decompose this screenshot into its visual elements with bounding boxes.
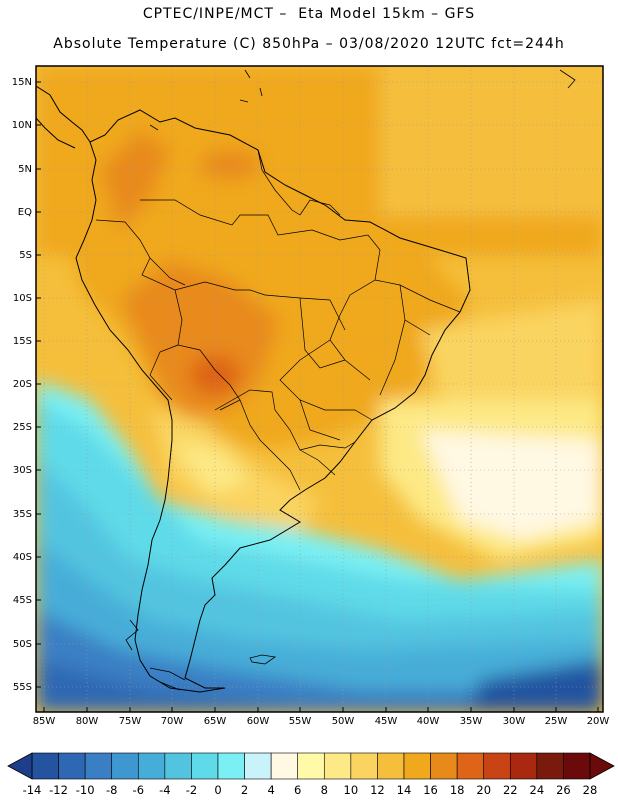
colorbar-cell: [244, 752, 272, 780]
colorbar-tick-label: 22: [502, 783, 518, 797]
lon-label: 65W: [203, 716, 227, 727]
colorbar-tick-label: 0: [214, 783, 222, 797]
colorbar-cell: [31, 752, 59, 780]
lon-label: 35W: [459, 716, 483, 727]
temperature-field: [36, 66, 603, 712]
colorbar-tick-label: 12: [370, 783, 385, 797]
lat-label: 10N: [11, 120, 32, 131]
colorbar-tick-label: 26: [556, 783, 571, 797]
colorbar-tick-label: 4: [267, 783, 275, 797]
colorbar-low-arrow: [7, 752, 33, 780]
lon-label: 55W: [288, 716, 312, 727]
colorbar-cell: [350, 752, 378, 780]
colorbar-tick-label: 2: [240, 783, 249, 797]
colorbar-cell: [84, 752, 113, 780]
lat-label: 30S: [12, 465, 32, 476]
colorbar-cell: [536, 752, 564, 780]
falkland-islands: [249, 654, 277, 665]
colorbar-cell: [58, 752, 86, 780]
colorbar-cell: [483, 752, 511, 780]
colorbar-tick-label: 20: [476, 783, 492, 797]
lat-label: 20S: [12, 379, 32, 390]
colorbar-high-arrow: [589, 752, 615, 780]
lat-label: 35S: [12, 509, 32, 520]
lon-label: 60W: [246, 716, 270, 727]
southern-islands: [125, 619, 186, 691]
lat-label: 40S: [12, 552, 32, 563]
colorbar-cell: [217, 752, 245, 780]
colorbar-cell: [270, 752, 299, 780]
colorbar-tick-label: -4: [159, 783, 171, 797]
colorbar-tick-label: 6: [294, 783, 302, 797]
lon-label: 45W: [374, 716, 398, 727]
lon-label: 20W: [586, 716, 610, 727]
colorbar-cell: [377, 752, 405, 780]
colorbar-cell: [111, 752, 139, 780]
lat-label: 5N: [18, 164, 32, 175]
lon-label: 70W: [160, 716, 184, 727]
colorbar-tick-label: 24: [529, 783, 545, 797]
colorbar-cell: [297, 752, 325, 780]
colorbar-tick-label: 28: [582, 783, 598, 797]
colorbar-cell: [323, 752, 352, 780]
south-america-coastline: [75, 109, 471, 693]
title-line-1: CPTEC/INPE/MCT – Eta Model 15km – GFS: [142, 6, 476, 22]
central-america-coastline: [36, 85, 91, 149]
colorbar-tick-label: -6: [132, 783, 145, 797]
lat-label: 45S: [12, 595, 32, 606]
graticule: [36, 66, 603, 712]
colorbar-tick-label: -14: [22, 783, 42, 797]
colorbar-tick-label: -2: [185, 783, 198, 797]
colorbar-tick-label: -12: [49, 783, 68, 797]
axis-ticks: [36, 81, 599, 712]
lat-label: 15N: [11, 77, 32, 88]
lon-label: 25W: [544, 716, 568, 727]
country-borders: [95, 149, 461, 491]
lat-label: EQ: [17, 207, 32, 218]
lon-label: 30W: [502, 716, 526, 727]
colorbar-tick-label: 14: [396, 783, 412, 797]
colorbar-cell: [509, 752, 538, 780]
lon-label: 85W: [32, 716, 56, 727]
map-frame: [35, 65, 604, 713]
lat-label: 10S: [12, 293, 32, 304]
colorbar-tick-label: 16: [423, 783, 438, 797]
lat-label: 25S: [12, 422, 32, 433]
colorbar-cell: [563, 752, 591, 780]
colorbar-tick-label: 8: [320, 783, 328, 797]
colorbar-cell: [137, 752, 166, 780]
caribbean-islands: [149, 69, 576, 131]
colorbar: [7, 752, 615, 780]
colorbar-tick-label: 18: [449, 783, 465, 797]
lon-label: 40W: [416, 716, 440, 727]
lat-label: 50S: [12, 639, 32, 650]
colorbar-cell: [164, 752, 192, 780]
colorbar-cell: [191, 752, 219, 780]
colorbar-cell: [430, 752, 458, 780]
lat-label: 55S: [12, 682, 32, 693]
lon-label: 50W: [331, 716, 355, 727]
lat-label: 5S: [19, 250, 32, 261]
lat-label: 15S: [12, 336, 32, 347]
colorbar-cell: [456, 752, 485, 780]
colorbar-cell: [403, 752, 431, 780]
colorbar-tick-label: -10: [75, 783, 95, 797]
colorbar-tick-label: -8: [105, 783, 118, 797]
colorbar-tick-label: 10: [343, 783, 359, 797]
lon-label: 75W: [118, 716, 142, 727]
title-line-2: Absolute Temperature (C) 850hPa – 03/08/…: [53, 36, 565, 52]
lon-label: 80W: [75, 716, 99, 727]
